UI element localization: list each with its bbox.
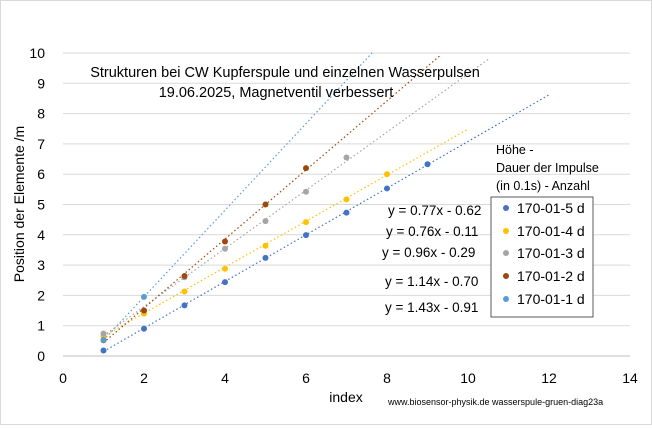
point-series-3-4 [222, 245, 228, 252]
trend-equation-2: y = 0.76x - 0.11 [386, 224, 478, 239]
y-tick-3: 3 [37, 257, 45, 273]
chart-title-line-2: 19.06.2025, Magnetventil verbessert [159, 85, 394, 101]
legend-marker-4 [503, 273, 509, 279]
point-series-4-3 [181, 273, 188, 280]
legend-label-1: 170-01-5 d [517, 200, 585, 216]
x-tick-12: 12 [541, 370, 557, 386]
y-tick-10: 10 [29, 45, 45, 61]
chart-title-line-1: Strukturen bei CW Kupferspule und einzel… [90, 65, 480, 81]
legend-marker-2 [503, 228, 509, 234]
point-series-2-7 [343, 196, 350, 203]
y-tick-5: 5 [37, 197, 45, 213]
point-series-1-2 [141, 325, 147, 332]
legend-marker-1 [503, 205, 509, 211]
x-tick-labels: 0 2 4 6 8 10 12 14 [59, 370, 638, 386]
source-credit: www.biosensor-physik.de wasserspule-grue… [387, 397, 603, 407]
legend: 170-01-5 d 170-01-4 d 170-01-3 d 170-01-2 d… [503, 200, 585, 307]
x-tick-10: 10 [460, 370, 476, 386]
trend-equation-1: y = 0.77x - 0.62 [388, 203, 481, 218]
point-series-2-6 [303, 219, 309, 226]
legend-marker-5 [503, 296, 509, 302]
legend-marker-3 [503, 250, 509, 256]
trend-lines [103, 51, 550, 352]
point-series-5-1 [100, 336, 107, 343]
point-series-1-1 [100, 347, 107, 354]
point-series-2-4 [222, 265, 228, 272]
point-series-3-5 [262, 218, 269, 225]
x-tick-4: 4 [221, 370, 229, 386]
point-series-4-4 [222, 238, 228, 245]
point-series-1-8 [384, 185, 390, 192]
legend-label-3: 170-01-3 d [517, 245, 585, 261]
x-tick-14: 14 [622, 370, 638, 386]
y-tick-1: 1 [37, 318, 45, 334]
x-tick-2: 2 [140, 370, 148, 386]
legend-label-4: 170-01-2 d [517, 268, 585, 284]
trendline-series-5 [103, 51, 374, 341]
trendline-series-4 [103, 55, 441, 344]
legend-header-line-1: Höhe - [496, 143, 534, 157]
point-series-3-7 [343, 154, 350, 161]
point-series-1-5 [262, 254, 269, 261]
trend-equation-4: y = 1.14x - 0.70 [385, 274, 478, 289]
trend-equation-5: y = 1.43x - 0.91 [385, 300, 478, 315]
trendline-series-2 [103, 128, 469, 337]
trendline-series-1 [103, 94, 550, 352]
point-series-4-5 [262, 201, 269, 208]
point-series-4-2 [141, 307, 147, 314]
x-axis-label: index [329, 389, 362, 405]
legend-header-line-2: Dauer der Impulse [496, 161, 599, 175]
point-series-1-3 [181, 302, 188, 309]
y-tick-2: 2 [37, 287, 45, 303]
point-series-3-6 [303, 188, 309, 195]
point-series-3-1 [100, 330, 107, 337]
point-series-1-7 [343, 209, 350, 216]
x-tick-6: 6 [302, 370, 310, 386]
y-tick-labels: 0 1 2 3 4 5 6 7 8 9 10 [29, 45, 45, 364]
y-tick-6: 6 [37, 166, 45, 182]
legend-label-5: 170-01-1 d [517, 291, 585, 307]
x-tick-8: 8 [383, 370, 391, 386]
x-tick-0: 0 [59, 370, 67, 386]
y-tick-0: 0 [37, 348, 45, 364]
point-series-1-6 [303, 232, 309, 239]
data-points [100, 154, 431, 354]
point-series-2-5 [262, 242, 269, 249]
legend-header-line-3: (in 0.1s) - Anzahl [496, 179, 590, 193]
grid-lines [63, 52, 630, 357]
point-series-1-9 [424, 161, 431, 168]
y-axis-label: Position der Elemente /m [11, 126, 27, 282]
y-tick-7: 7 [37, 136, 45, 152]
point-series-2-8 [384, 171, 390, 178]
legend-label-2: 170-01-4 d [517, 223, 585, 239]
trend-equation-3: y = 0.96x - 0.29 [382, 245, 475, 260]
y-tick-9: 9 [37, 75, 45, 91]
point-series-4-6 [303, 165, 309, 172]
point-series-1-4 [222, 279, 228, 286]
trendline-series-3 [103, 58, 489, 337]
point-series-2-3 [181, 288, 188, 295]
y-tick-4: 4 [37, 227, 45, 243]
y-tick-8: 8 [37, 106, 45, 122]
point-series-5-2 [141, 293, 147, 300]
